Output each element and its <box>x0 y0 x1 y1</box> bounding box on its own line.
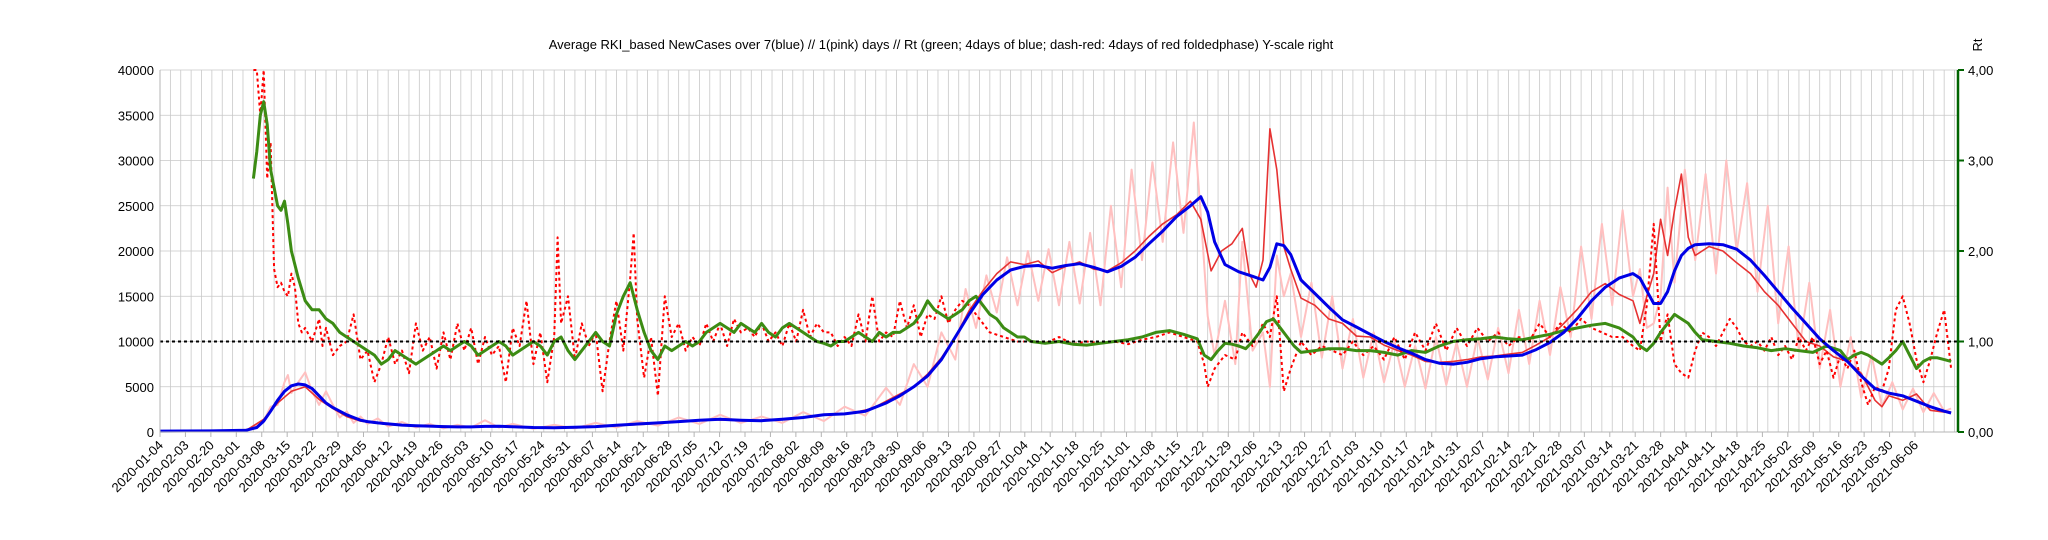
axes <box>159 69 1964 437</box>
series-line-red_dash <box>253 69 1953 406</box>
series-line-red_solid <box>159 128 1952 433</box>
chart-title: Average RKI_based NewCases over 7(blue) … <box>549 37 1334 52</box>
y-tick-label-right: 0,00 <box>1968 425 1993 440</box>
y-tick-label-right: 1,00 <box>1968 335 1993 350</box>
tick-labels: 0 5000 10000 15000 20000 25000 30000 35000 40000… <box>108 63 1993 495</box>
series-line-green_rt <box>251 100 1952 371</box>
y-tick-label-right: 2,00 <box>1968 244 1993 259</box>
y-tick-label-left: 40000 <box>118 63 154 78</box>
y-tick-label-left: 10000 <box>118 335 154 350</box>
y-tick-label-right: 3,00 <box>1968 154 1993 169</box>
series-layer <box>159 69 1958 433</box>
y-tick-label-left: 20000 <box>118 244 154 259</box>
series-line-blue7 <box>159 195 1952 433</box>
y-tick-label-left: 25000 <box>118 199 154 214</box>
series-line-pink1 <box>159 121 1952 433</box>
y-tick-label-left: 15000 <box>118 289 154 304</box>
y-tick-label-left: 5000 <box>125 380 154 395</box>
y-tick-label-left: 35000 <box>118 108 154 123</box>
y-tick-label-left: 0 <box>147 425 154 440</box>
y-axis-right-label: Rt <box>1970 38 1985 51</box>
y-tick-label-right: 4,00 <box>1968 63 1993 78</box>
y-tick-label-left: 30000 <box>118 154 154 169</box>
